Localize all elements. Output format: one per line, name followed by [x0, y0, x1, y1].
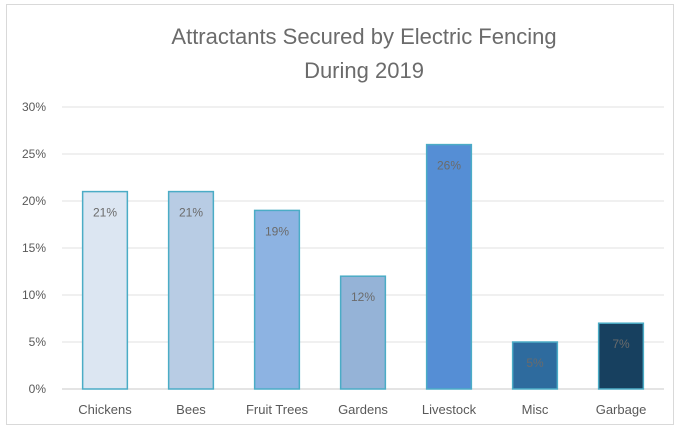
bar — [597, 322, 645, 390]
y-tick-label: 10% — [22, 288, 46, 302]
category-label: Bees — [176, 402, 206, 417]
bar — [167, 190, 215, 390]
y-tick-label: 20% — [22, 194, 46, 208]
y-tick-label: 15% — [22, 241, 46, 255]
data-label: 26% — [437, 159, 461, 173]
category-label: Livestock — [422, 402, 477, 417]
bars — [81, 143, 645, 390]
bar — [81, 190, 129, 390]
data-label: 5% — [526, 356, 544, 370]
y-axis-ticks: 0% 5% 10% 15% 20% 25% 30% — [22, 100, 46, 396]
bar — [253, 209, 301, 390]
x-axis-categories: Chickens Bees Fruit Trees Gardens Livestock M… — [78, 402, 646, 417]
data-label: 21% — [93, 206, 117, 220]
data-label: 12% — [351, 290, 375, 304]
bar — [511, 341, 559, 390]
category-label: Fruit Trees — [246, 402, 309, 417]
y-tick-label: 25% — [22, 147, 46, 161]
data-label: 7% — [612, 337, 630, 351]
category-label: Chickens — [78, 402, 132, 417]
chart-title-line-1: Attractants Secured by Electric Fencing — [171, 24, 556, 49]
data-label: 19% — [265, 224, 289, 238]
y-tick-label: 0% — [29, 382, 47, 396]
gridlines — [62, 106, 664, 390]
y-tick-label: 30% — [22, 100, 46, 114]
data-label: 21% — [179, 206, 203, 220]
category-label: Gardens — [338, 402, 388, 417]
bar — [339, 275, 387, 390]
category-label: Misc — [522, 402, 549, 417]
category-label: Garbage — [596, 402, 647, 417]
data-labels: 21% 21% 19% 12% 26% 5% 7% — [93, 159, 630, 370]
bar — [425, 143, 473, 390]
chart-title-line-2: During 2019 — [304, 58, 424, 83]
y-tick-label: 5% — [29, 335, 47, 349]
